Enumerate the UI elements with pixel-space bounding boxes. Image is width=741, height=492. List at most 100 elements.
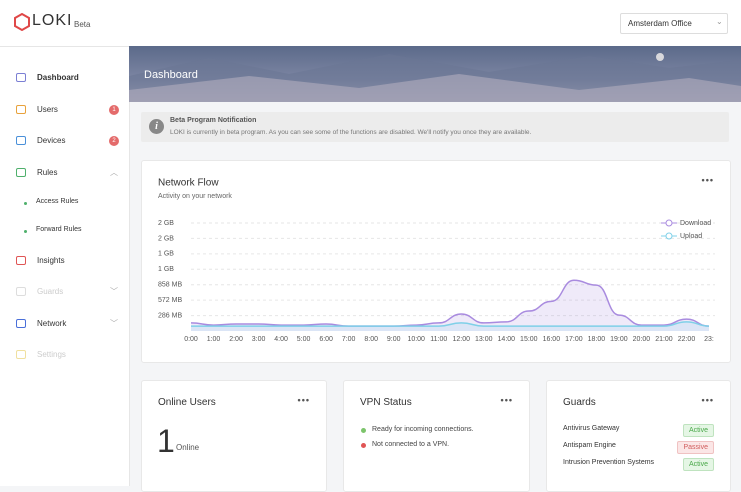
x-tick-label: 12:00 [452,336,470,343]
online-label: Online [176,443,200,452]
y-tick-label: 1 GB [158,251,174,258]
x-tick-label: 23: [704,336,714,343]
nav-chevron: ﹀ [110,287,118,296]
location-select[interactable]: Amsterdam Office ⌄ [620,13,728,34]
x-tick-label: 10:00 [407,336,425,343]
card-title: Guards [563,397,596,408]
nav-icon [16,168,26,177]
legend-label: Download [680,220,711,227]
chart-subtitle: Activity on your network [158,193,232,200]
nav-item[interactable]: Settings [37,350,66,359]
x-tick-label: 1:00 [207,336,221,343]
card-title: VPN Status [360,397,412,408]
info-icon: i [149,119,164,134]
x-tick-label: 14:00 [498,336,516,343]
series-area [191,280,709,331]
nav-item[interactable]: Insights [37,256,65,265]
nav-item[interactable]: Dashboard [37,73,79,82]
nav-item[interactable]: Users [37,105,58,114]
online-count: 1 [157,423,175,459]
x-tick-label: 21:00 [655,336,673,343]
y-tick-label: 286 MB [158,312,182,319]
status-dot [361,428,366,433]
page-title: Dashboard [144,69,198,81]
logo-icon [14,13,30,31]
card-menu[interactable]: ••• [701,395,714,405]
series-area [191,321,709,331]
nav-icon [16,350,26,359]
series-line [190,321,710,327]
x-tick-label: 16:00 [543,336,561,343]
nav-item[interactable]: Access Rules [36,198,79,205]
x-tick-label: 9:00 [387,336,401,343]
nav-chevron: ︿ [110,168,118,177]
x-tick-label: 0:00 [184,336,198,343]
nav-icon [16,105,26,114]
x-tick-label: 4:00 [274,336,288,343]
card-title: Online Users [158,397,216,408]
nav-item[interactable]: Forward Rules [36,226,82,233]
y-tick-label: 1 GB [158,266,174,273]
nav-item[interactable]: Rules [37,168,58,177]
nav-icon [16,136,26,145]
x-tick-label: 5:00 [297,336,311,343]
nav-item[interactable]: Network [37,319,67,328]
nav-icon [16,256,26,265]
card-menu[interactable]: ••• [500,395,513,405]
status-text: Not connected to a VPN. [372,441,450,448]
location-value: Amsterdam Office [628,19,692,28]
nav-icon [16,73,26,82]
x-tick-label: 19:00 [610,336,628,343]
x-tick-label: 11:00 [430,336,447,343]
guard-status: Passive [677,441,714,454]
select-chevron: ⌄ [716,17,723,26]
nav-icon [24,230,27,233]
x-tick-label: 15:00 [520,336,538,343]
x-tick-label: 7:00 [342,336,356,343]
legend-label: Upload [680,233,702,240]
guard-name: Antispam Engine [563,442,616,449]
x-tick-label: 20:00 [633,336,651,343]
card-menu[interactable]: ••• [701,175,714,185]
guard-name: Antivirus Gateway [563,425,620,432]
notification-title: Beta Program Notification [170,117,257,124]
legend-marker [665,219,673,227]
chart: Network Flow Activity on your network 28… [158,178,715,343]
y-tick-label: 2 GB [158,235,174,242]
y-tick-label: 2 GB [158,220,174,227]
nav-icon [16,319,26,328]
banner: Dashboard [129,46,741,102]
banner-mountains [129,53,741,102]
guard-name: Intrusion Prevention Systems [563,459,655,466]
card-menu[interactable]: ••• [297,395,310,405]
guard-status: Active [682,458,714,471]
sidebar: Dashboard Users 1 Devices 2 Rules ︿ Access Rule… [0,47,130,486]
guard-status: Active [682,424,714,437]
y-tick-label: 572 MB [158,297,182,304]
beta-badge: Beta [74,20,91,29]
y-tick-label: 858 MB [158,282,182,289]
nav-item[interactable]: Guards [37,287,64,296]
x-tick-label: 17:00 [565,336,583,343]
nav-chevron: ﹀ [110,319,118,328]
chart-title: Network Flow [158,178,219,189]
x-tick-label: 2:00 [229,336,243,343]
header: LOKI Beta Amsterdam Office ⌄ [0,0,741,47]
status-text: Ready for incoming connections. [372,426,474,433]
guards-card: Guards ••• Antivirus Gateway Active Antisp… [546,380,731,492]
x-tick-label: 22:00 [678,336,696,343]
nav-badge: 1 [109,105,119,115]
online-users-card: Online Users ••• 1 Online [141,380,327,492]
x-tick-label: 6:00 [319,336,333,343]
series-line [190,279,710,327]
logo: LOKI [32,12,73,29]
nav-icon [24,202,27,205]
legend-marker [665,232,673,240]
x-tick-label: 8:00 [364,336,378,343]
nav-item[interactable]: Devices [37,136,66,145]
vpn-status-card: VPN Status ••• Ready for incoming connec… [343,380,530,492]
network-flow-card: Network Flow Activity on your network 28… [141,160,731,363]
nav-icon [16,287,26,296]
nav-badge: 2 [109,136,119,146]
